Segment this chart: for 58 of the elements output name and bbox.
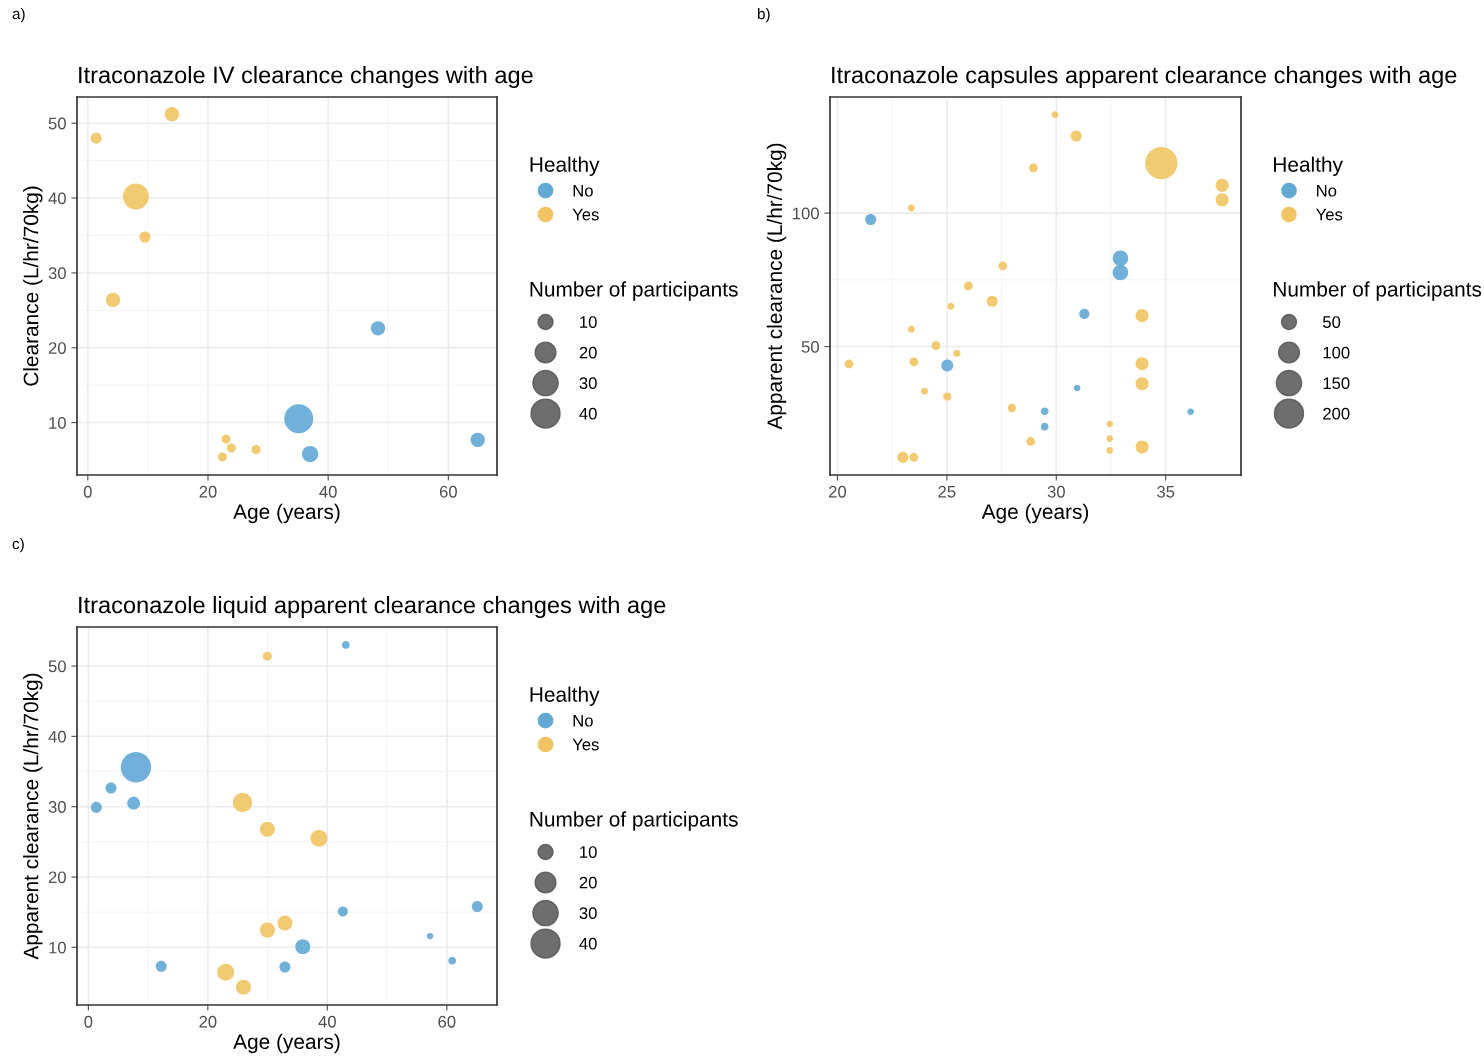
legend-label: 30 (579, 907, 597, 920)
legend-title: Healthy (530, 156, 600, 177)
x-axis-title: Age (years) (233, 1033, 340, 1054)
text: b) (757, 8, 770, 23)
x-tick-label: 30 (1047, 485, 1065, 498)
legend-label: 200 (1323, 407, 1350, 420)
legend-title: Healthy (530, 686, 600, 707)
legend-label: 40 (579, 937, 597, 950)
text: Number of participants (530, 811, 738, 831)
legend-label: 20 (579, 876, 597, 889)
y-tick-label: 40 (48, 192, 66, 205)
x-tick-label: 25 (938, 485, 956, 498)
y-axis-title: Apparent clearance (L/hr/70kg) (766, 143, 787, 430)
x-tick-label: 0 (84, 1015, 93, 1028)
legend-label: 30 (579, 377, 597, 390)
x-tick-label: 40 (319, 485, 337, 498)
legend-label: Yes (1316, 208, 1343, 221)
x-tick-label: 20 (199, 485, 217, 498)
legend-label: 20 (579, 346, 597, 359)
y-tick-label: 20 (48, 871, 66, 884)
y-axis-title: Apparent clearance (L/hr/70kg) (23, 673, 43, 960)
text: a) (12, 8, 25, 23)
y-tick-label: 10 (49, 941, 66, 954)
chart-title: Itraconazole IV clearance changes with age (79, 66, 533, 89)
legend-label: 150 (1323, 377, 1350, 390)
legend-label: No (573, 714, 593, 727)
chart-title: Itraconazole liquid apparent clearance changes with age (79, 596, 666, 619)
x-tick-label: 0 (83, 485, 92, 498)
legend-label: 10 (580, 846, 597, 858)
text: Number of participants (1274, 281, 1482, 301)
x-tick-label: 35 (1157, 485, 1175, 498)
text: Number of participants (530, 281, 738, 301)
x-axis-title: Age (years) (981, 503, 1089, 524)
y-axis-title: Clearance (L/hr/70kg) (23, 186, 43, 386)
y-tick-label: 50 (48, 660, 66, 673)
legend-label: No (1317, 184, 1337, 197)
legend-label: 10 (580, 316, 597, 328)
text: c) (12, 538, 24, 553)
chart-title: Itraconazole capsules apparent clearance changes with age (832, 66, 1457, 89)
y-tick-label: 40 (48, 730, 66, 743)
legend-title: Healthy (1274, 156, 1343, 177)
x-tick-label: 20 (829, 485, 847, 498)
legend-label: Yes (572, 208, 599, 221)
x-tick-label: 40 (318, 1015, 336, 1028)
legend-label: No (573, 184, 593, 197)
x-tick-label: 20 (199, 1015, 217, 1028)
legend-label: 100 (1323, 346, 1350, 359)
y-tick-label: 50 (48, 117, 66, 130)
y-tick-label: 30 (48, 801, 66, 813)
x-axis-title: Age (years) (233, 503, 340, 524)
x-tick-label: 60 (438, 1015, 456, 1028)
y-tick-label: 30 (48, 267, 66, 280)
y-tick-label: 20 (48, 342, 66, 354)
y-tick-label: 10 (49, 417, 66, 429)
legend-label: 40 (579, 407, 597, 420)
legend-label: 50 (1322, 316, 1341, 328)
legend-label: Yes (572, 738, 599, 751)
x-tick-label: 60 (439, 485, 457, 498)
